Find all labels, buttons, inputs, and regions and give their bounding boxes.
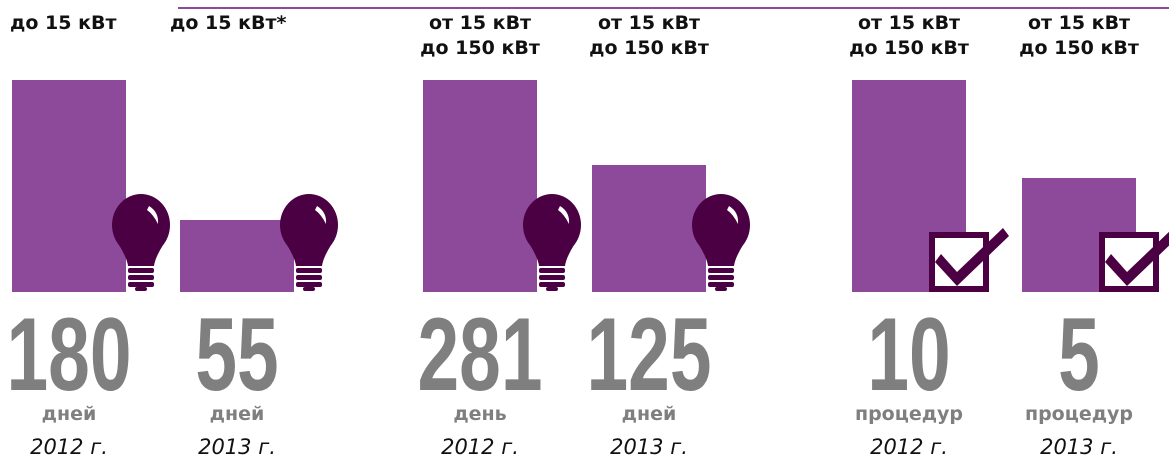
- bulb-glass: [280, 194, 338, 256]
- big-number: 10: [867, 297, 951, 413]
- column-label: до 150 кВт: [849, 37, 969, 59]
- year-label: 2012 г.: [441, 435, 519, 459]
- big-number: 281: [417, 297, 543, 413]
- column-label: до 150 кВт: [1019, 37, 1139, 59]
- bar: [180, 220, 294, 292]
- big-number: 55: [195, 297, 279, 413]
- bar: [592, 165, 706, 292]
- big-number: 125: [586, 297, 712, 413]
- column-label: до 15 кВт: [10, 12, 117, 34]
- bulb-neck: [287, 245, 331, 266]
- bulb-base: [708, 268, 734, 273]
- bulb-base: [128, 275, 154, 280]
- column-label: до 15 кВт*: [170, 12, 287, 34]
- bulb-glass: [523, 194, 581, 256]
- bulb-shine: [147, 206, 159, 224]
- unit-label: день: [453, 403, 507, 425]
- bulb-base: [708, 282, 734, 287]
- big-number: 180: [6, 297, 132, 413]
- bulb-neck: [119, 245, 163, 266]
- bulb-base: [128, 282, 154, 287]
- year-label: 2012 г.: [870, 435, 948, 459]
- unit-label: дней: [621, 403, 677, 425]
- bulb-base: [539, 268, 565, 273]
- column-label: от 15 кВт: [597, 12, 701, 34]
- bulb-base: [128, 268, 154, 273]
- unit-label: процедур: [854, 403, 964, 425]
- checkmark: [1105, 231, 1169, 286]
- bulb-tip: [546, 287, 558, 291]
- bulb-base: [296, 282, 322, 287]
- column-label: до 150 кВт: [589, 37, 709, 59]
- bulb-tip: [135, 287, 147, 291]
- bulb-base: [708, 275, 734, 280]
- unit-label: дней: [209, 403, 265, 425]
- bulb-shine: [558, 206, 570, 224]
- unit-label: дней: [41, 403, 97, 425]
- checkmark: [935, 228, 1009, 286]
- year-label: 2013 г.: [198, 435, 276, 459]
- column-label: от 15 кВт: [857, 12, 961, 34]
- bulb-shine: [315, 206, 327, 224]
- bulb-glass: [692, 194, 750, 256]
- year-label: 2013 г.: [610, 435, 688, 459]
- column-label: до 150 кВт: [420, 37, 540, 59]
- bulb-shine: [727, 206, 739, 224]
- unit-label: процедур: [1024, 403, 1134, 425]
- year-label: 2013 г.: [1040, 435, 1118, 459]
- bulb-tip: [715, 287, 727, 291]
- bulb-base: [539, 282, 565, 287]
- bulb-base: [539, 275, 565, 280]
- big-number: 5: [1058, 297, 1100, 413]
- bar: [423, 80, 537, 292]
- bulb-base: [296, 268, 322, 273]
- column-label: от 15 кВт: [428, 12, 532, 34]
- bulb-base: [296, 275, 322, 280]
- year-label: 2012 г.: [30, 435, 108, 459]
- bulb-neck: [530, 245, 574, 266]
- bar: [12, 80, 126, 292]
- bulb-tip: [303, 287, 315, 291]
- bulb-glass: [112, 194, 170, 256]
- column-label: от 15 кВт: [1027, 12, 1131, 34]
- bulb-neck: [699, 245, 743, 266]
